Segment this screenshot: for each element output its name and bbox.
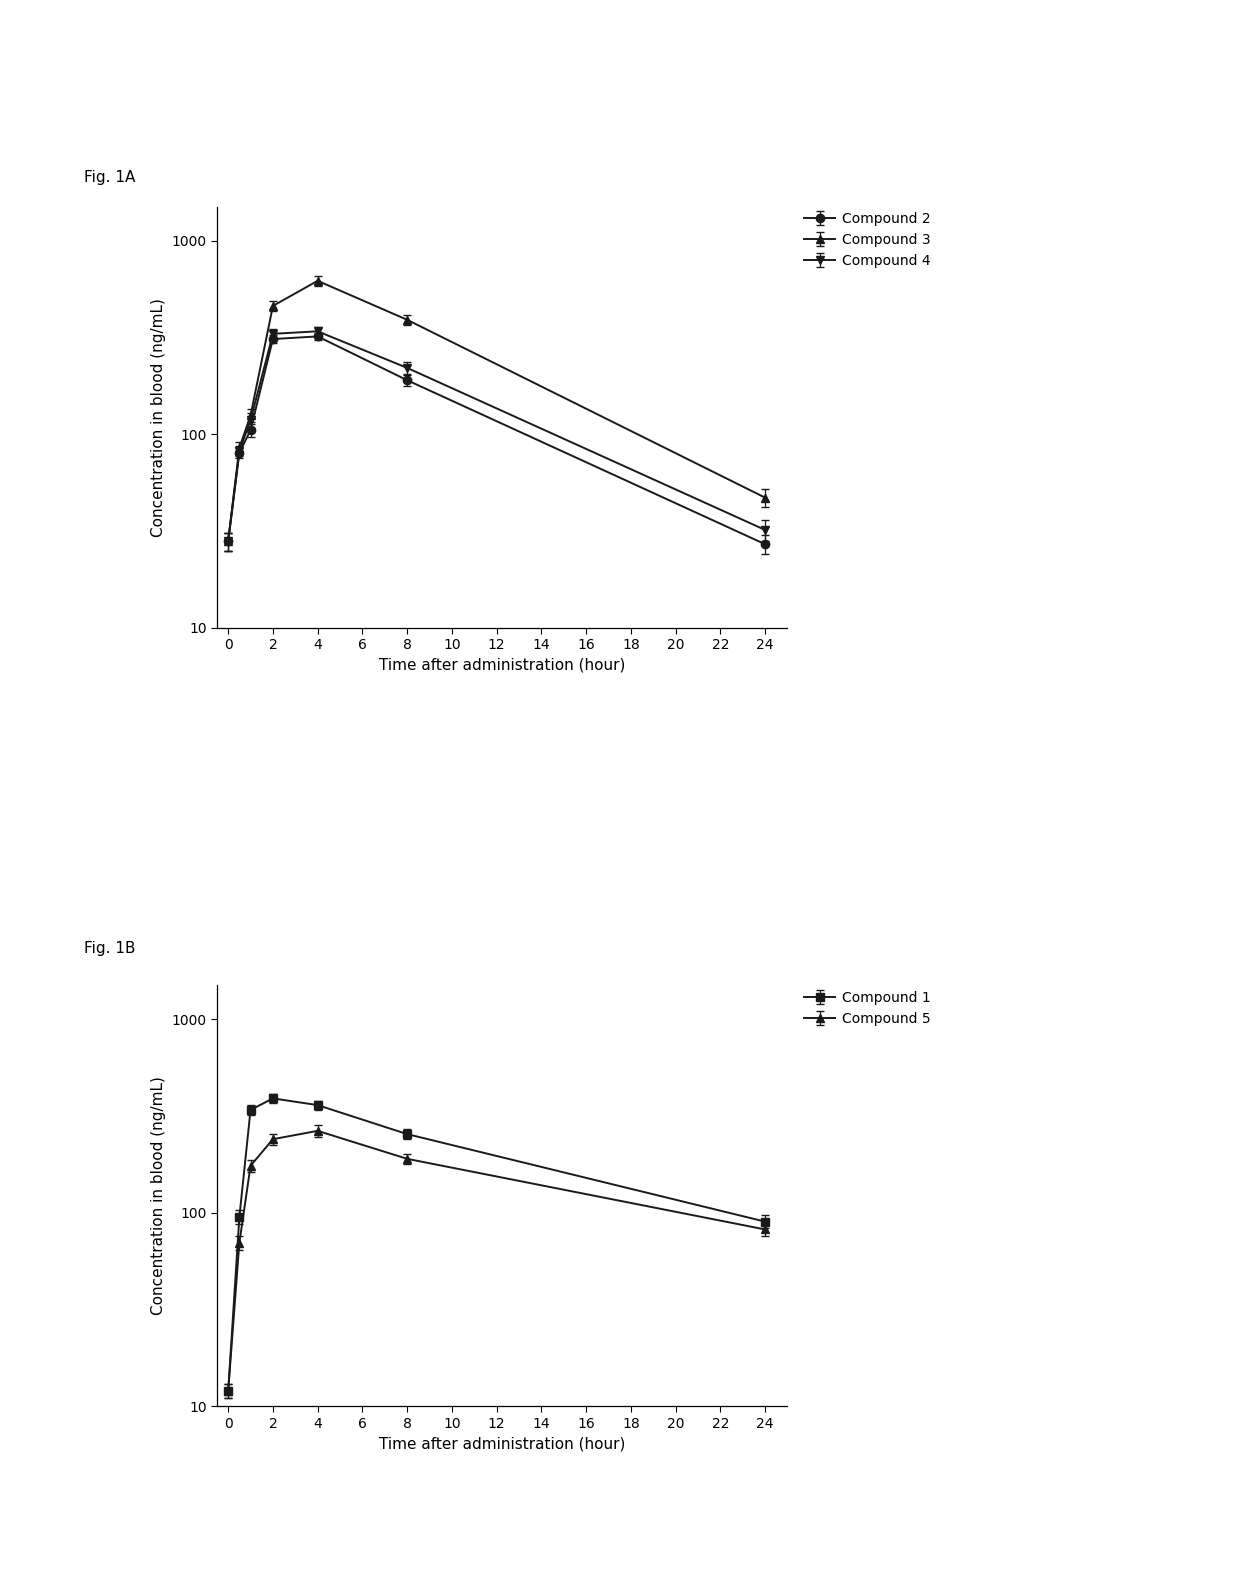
Y-axis label: Concentration in blood (ng/mL): Concentration in blood (ng/mL) — [151, 297, 166, 537]
X-axis label: Time after administration (hour): Time after administration (hour) — [379, 1436, 625, 1451]
X-axis label: Time after administration (hour): Time after administration (hour) — [379, 658, 625, 672]
Legend: Compound 2, Compound 3, Compound 4: Compound 2, Compound 3, Compound 4 — [799, 207, 936, 273]
Text: Fig. 1B: Fig. 1B — [84, 941, 136, 955]
Text: Fig. 1A: Fig. 1A — [84, 170, 135, 184]
Y-axis label: Concentration in blood (ng/mL): Concentration in blood (ng/mL) — [151, 1076, 166, 1316]
Legend: Compound 1, Compound 5: Compound 1, Compound 5 — [799, 985, 936, 1031]
